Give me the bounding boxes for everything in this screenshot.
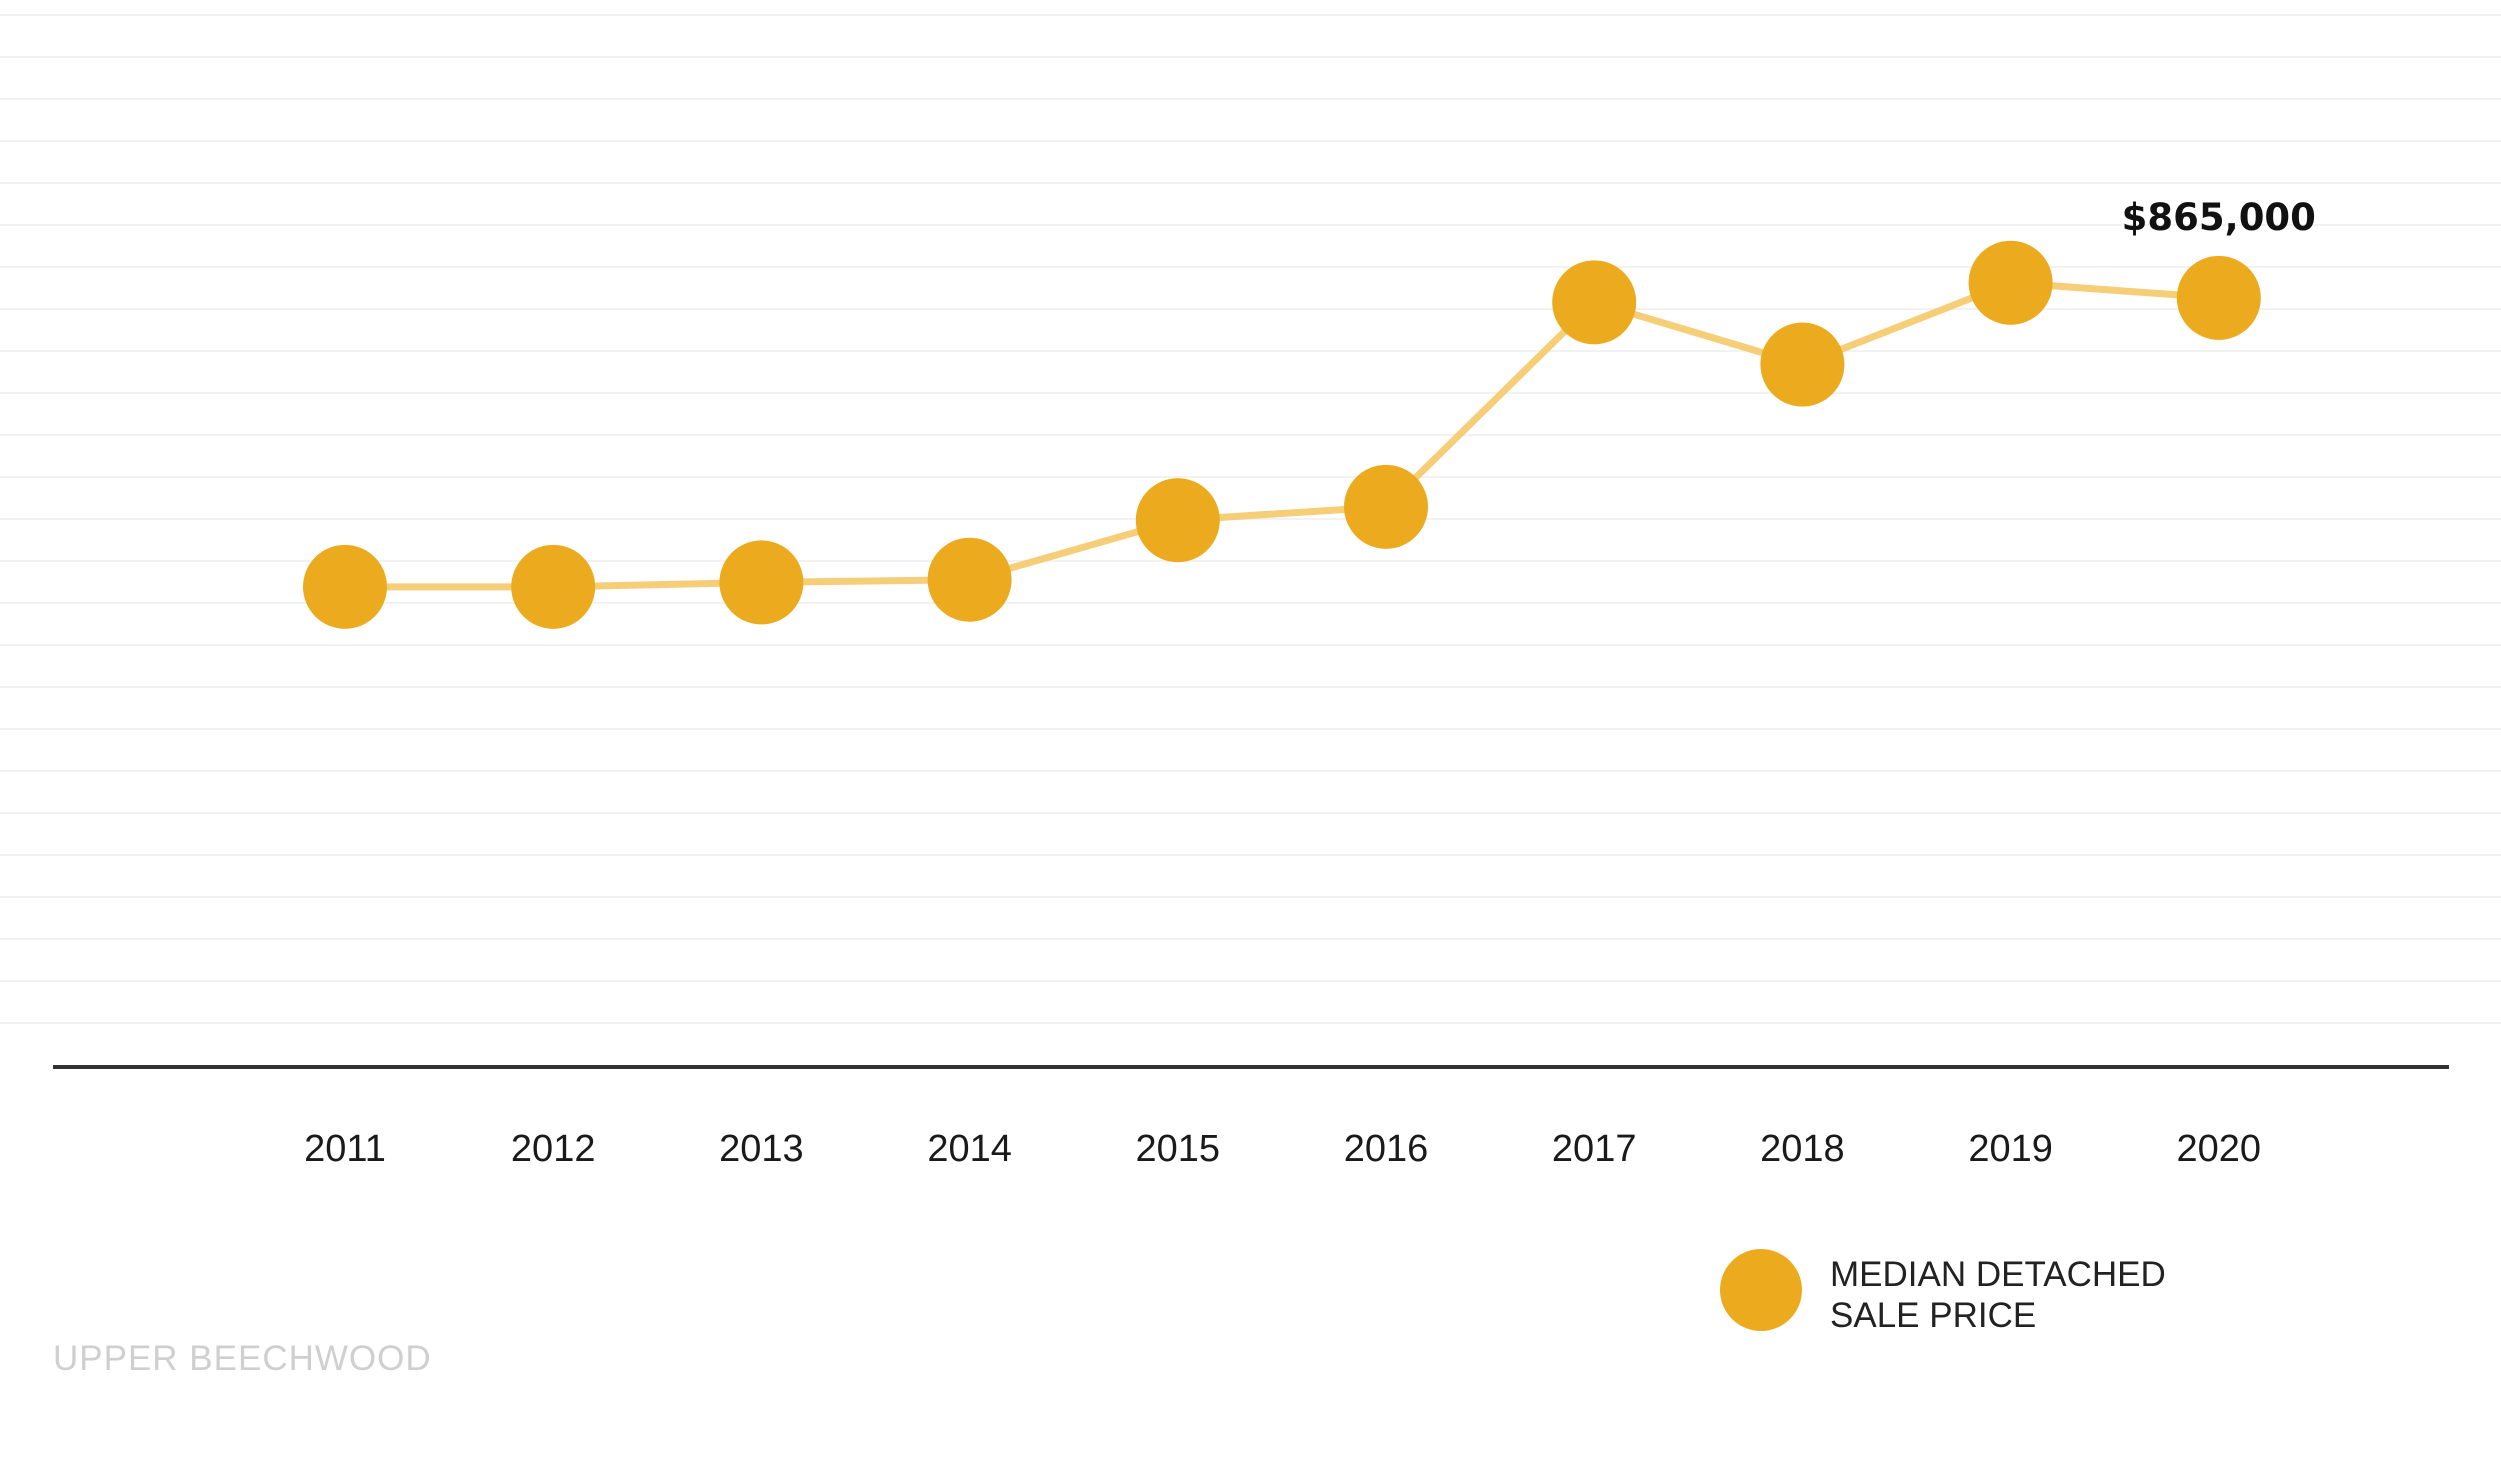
data-point-2015: [1135, 478, 1220, 563]
x-tick-labels: 2011 2012 2013 2014 2015 2016 2017 2018 2019 2020: [304, 1128, 2261, 1170]
data-points: [303, 240, 2261, 629]
data-point-2019: [1968, 240, 2053, 325]
x-tick-2011: 2011: [304, 1128, 386, 1170]
legend-label-line2: SALE PRICE: [1830, 1296, 2036, 1335]
legend-marker: [1720, 1249, 1802, 1331]
x-tick-2012: 2012: [511, 1128, 596, 1170]
series-line: [341, 279, 2223, 591]
x-tick-2020: 2020: [2177, 1128, 2262, 1170]
data-point-2020: [2176, 255, 2261, 340]
neighbourhood-caption: UPPER BEECHWOOD: [53, 1339, 432, 1378]
legend-label-line1: MEDIAN DETACHED: [1830, 1255, 2166, 1294]
x-tick-2014: 2014: [927, 1128, 1012, 1170]
data-labels: $865,000: [2122, 196, 2316, 239]
data-point-2018: [1760, 322, 1845, 407]
data-point-2011: [303, 544, 387, 629]
x-tick-2017: 2017: [1552, 1128, 1637, 1170]
data-point-2012: [511, 544, 596, 629]
x-tick-2015: 2015: [1136, 1128, 1221, 1170]
x-tick-2019: 2019: [1968, 1128, 2053, 1170]
legend: MEDIAN DETACHED SALE PRICE: [1720, 1249, 2166, 1335]
data-point-2016: [1344, 464, 1428, 549]
x-tick-2016: 2016: [1344, 1128, 1429, 1170]
x-tick-2018: 2018: [1760, 1128, 1845, 1170]
data-point-2014: [927, 537, 1012, 622]
data-point-2013: [719, 540, 804, 625]
data-point-2017: [1552, 260, 1637, 345]
data-label-2020: $865,000: [2122, 196, 2316, 239]
x-tick-2013: 2013: [719, 1128, 804, 1170]
